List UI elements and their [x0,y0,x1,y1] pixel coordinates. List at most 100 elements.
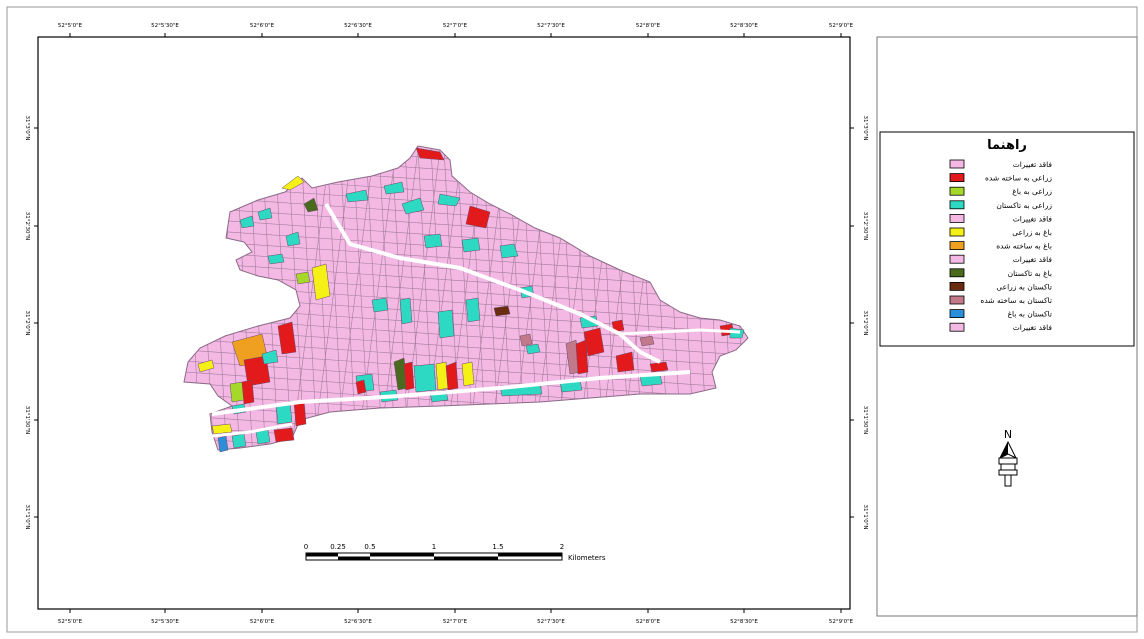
legend-label: فاقد تغییرات [1013,160,1053,169]
legend-swatch [949,281,965,291]
scale-tick-label: 0.25 [330,543,346,551]
graticule-label: 31°1'0"N [862,505,868,530]
change-parcel [273,427,295,443]
north-label: N [1004,428,1012,441]
scale-tick-label: 1.5 [492,543,503,551]
change-parcel [311,263,331,301]
change-parcel [583,327,605,357]
graticule-left-labels: 31°3'0"N 31°2'30"N 31°2'0"N 31°1'30"N 31°1'0… [24,116,38,530]
change-parcel [295,271,311,285]
legend-label: فاقد تغییرات [1013,214,1053,223]
change-parcel [241,379,255,405]
road-south [211,370,691,416]
graticule-label: 52°9'0"E [829,23,854,29]
graticule-right-labels: 31°3'0"N 31°2'30"N 31°2'0"N 31°1'30"N 31°1'0… [850,116,868,530]
change-parcel [575,339,589,375]
legend-swatch [949,173,965,183]
change-parcel [519,333,533,347]
change-parcel [383,181,405,195]
change-parcel [465,297,481,323]
scale-tick-label: 2 [560,543,564,551]
legend-swatch [949,159,965,169]
road-west [211,422,293,438]
graticule-label: 52°7'0"E [443,23,468,29]
scale-tick-label: 0 [304,543,308,551]
legend-label: باغ به زراعی [1012,228,1052,237]
legend-label: فاقد تغییرات [1013,255,1053,264]
graticule-label: 31°1'0"N [24,505,30,530]
graticule-label: 52°6'30"E [344,619,372,625]
graticule-label: 52°8'0"E [636,23,661,29]
legend-label: تاکستان به باغ [1008,310,1052,319]
graticule-label: 31°2'30"N [862,212,868,240]
graticule-label: 52°6'0"E [250,23,275,29]
graticule-label: 31°2'30"N [24,212,30,240]
graticule-label: 52°6'0"E [250,619,275,625]
change-parcel [499,243,519,259]
graticule-label: 31°2'0"N [862,311,868,336]
change-parcel [493,305,511,317]
graticule-top-labels: 52°5'0"E 52°5'30"E 52°6'0"E 52°6'30"E 52°7'0… [58,23,854,37]
legend-swatch [949,295,965,305]
graticule-bottom-labels: 52°5'0"E 52°5'30"E 52°6'0"E 52°6'30"E 52°7'0… [58,609,854,625]
graticule-label: 52°6'30"E [344,23,372,29]
change-parcel [415,147,445,161]
change-parcel [217,435,229,453]
change-parcel [399,297,413,325]
legend-swatch [949,268,965,278]
change-parcel [525,343,541,355]
change-parcel [277,321,297,355]
legend-box [879,131,1135,347]
legend-label: فاقد تغییرات [1013,323,1053,332]
north-arrow-icon: N [998,428,1018,487]
legend-label: تاکستان به ساخته شده [980,296,1052,305]
legend-swatch [949,241,965,251]
graticule-label: 31°3'0"N [24,116,30,141]
graticule-label: 52°7'30"E [537,23,565,29]
graticule-label: 31°3'0"N [862,116,868,141]
change-parcel [285,231,301,247]
graticule-label: 52°5'30"E [151,619,179,625]
change-parcel [371,297,389,313]
change-parcel [197,359,215,373]
change-parcel [229,381,245,403]
change-parcel [355,379,367,395]
parcel-area [183,145,749,451]
change-parcel [401,197,425,215]
change-parcel [345,189,369,203]
legend-swatch [949,200,965,210]
change-parcel [461,237,481,253]
change-parcel [615,351,635,373]
change-parcel [243,355,271,387]
graticule-label: 52°8'30"E [730,23,758,29]
change-parcel [211,423,233,435]
legend-label: باغ به تاکستان [1008,269,1052,278]
change-parcel [437,309,455,339]
graticule-label: 52°5'0"E [58,619,83,625]
graticule-label: 52°5'30"E [151,23,179,29]
change-parcel [231,433,247,449]
legend-label: زراعی به باغ [1012,187,1052,196]
legend-swatch [949,186,965,196]
change-parcel [445,361,459,391]
graticule-label: 31°1'30"N [24,406,30,434]
graticule-label: 52°7'0"E [443,619,468,625]
change-parcel [423,233,443,249]
graticule-label: 52°9'0"E [829,619,854,625]
legend-swatch [949,254,965,264]
graticule-label: 52°8'30"E [730,619,758,625]
change-parcel [255,429,271,445]
legend-label: زراعی به تاکستان [996,201,1052,210]
graticule-label: 52°7'30"E [537,619,565,625]
graticule-label: 52°5'0"E [58,23,83,29]
change-parcel [257,207,273,221]
graticule-label: 31°2'0"N [24,311,30,336]
legend-items: فاقد تغییرات زراعی به ساخته شده زراعی به ب… [949,159,1053,332]
road-main [324,202,661,364]
change-parcel [649,361,669,373]
scale-bar: 0 0.25 0.5 1 1.5 2 Kilometers [304,543,606,562]
legend-label: تاکستان به زراعی [996,282,1052,291]
change-parcel [639,335,655,347]
legend-label: زراعی به ساخته شده [985,174,1052,183]
